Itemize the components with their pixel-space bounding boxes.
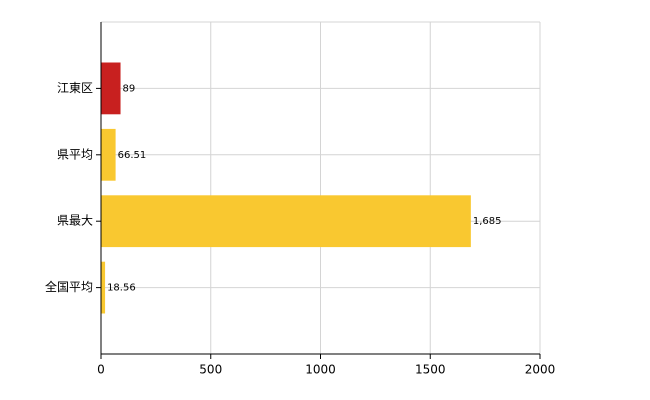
y-tick-label: 県最大 [57,214,93,228]
x-tick-label: 0 [97,363,105,377]
x-tick-label: 2000 [525,363,556,377]
x-tick-label: 500 [199,363,222,377]
x-tick-label: 1500 [415,363,446,377]
data-label: 66.51 [118,150,147,161]
bar [101,62,121,115]
bar [101,261,106,314]
bar [101,128,116,181]
y-tick-label: 江東区 [57,81,93,95]
data-label: 89 [123,83,136,94]
y-tick-label: 県平均 [57,147,93,161]
x-tick-label: 1000 [305,363,336,377]
y-tick-label: 全国平均 [45,279,93,294]
data-label: 18.56 [107,283,136,294]
data-label: 1,685 [473,216,502,227]
bar [101,195,471,248]
